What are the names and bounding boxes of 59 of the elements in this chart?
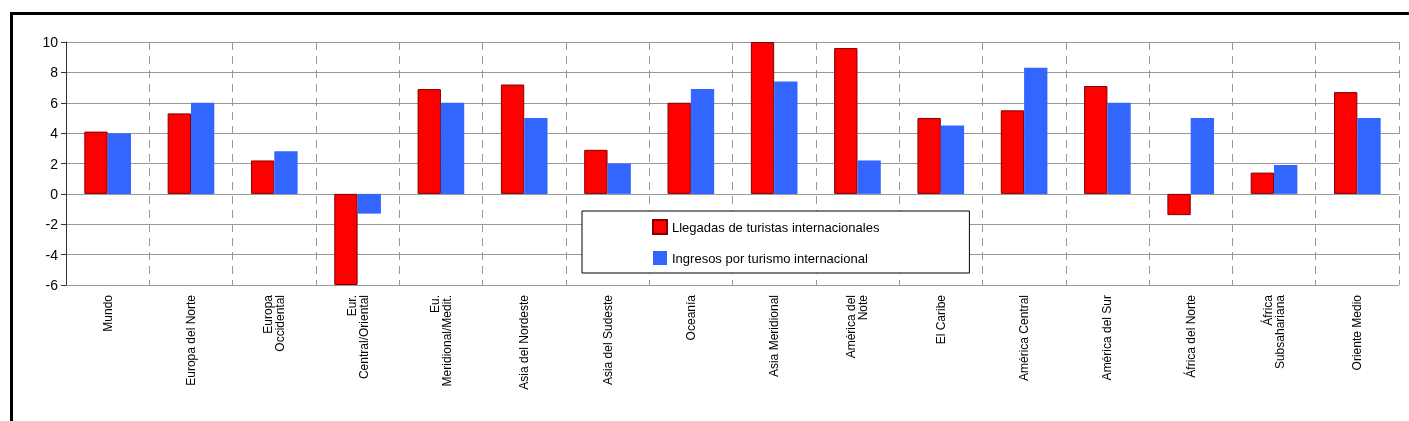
y-tick-label: 10 — [42, 34, 59, 50]
bar — [584, 149, 608, 194]
bar — [834, 48, 858, 194]
x-tick-label: Europa del Norte — [183, 294, 198, 386]
bar — [940, 125, 965, 194]
y-tick-label: 8 — [50, 64, 59, 81]
bar — [690, 89, 715, 194]
y-tick-label: 4 — [50, 125, 59, 142]
x-tick-label: Asia del Nordeste — [517, 294, 532, 390]
x-tick-label: Europa Occidental — [261, 294, 288, 352]
x-tick-label: Oceanía — [683, 294, 698, 341]
bar — [1024, 67, 1048, 194]
bar — [1274, 165, 1298, 194]
y-tick-label: -4 — [45, 246, 59, 263]
bar — [357, 193, 381, 214]
bar — [250, 160, 275, 194]
legend-label: Llegadas de turistas internacionales — [672, 219, 880, 235]
x-tick-label: América Central — [1017, 295, 1032, 382]
x-tick-label: Asia del Sudeste — [600, 294, 615, 386]
bar — [1000, 110, 1025, 194]
x-tick-label: Mundo — [100, 294, 115, 332]
bar — [1167, 193, 1191, 216]
x-tick-label: África del Norte — [1182, 294, 1198, 378]
bar — [917, 117, 941, 194]
bar — [750, 42, 775, 194]
bar — [1084, 86, 1108, 194]
bar — [190, 102, 215, 194]
bar — [1250, 172, 1275, 194]
x-tick-label: Eu. Meridional/Medit. — [427, 295, 454, 387]
x-tick-label: Asia Meridional — [767, 295, 782, 378]
y-tick-label: -6 — [45, 277, 59, 293]
bar — [500, 84, 525, 194]
bar — [667, 102, 691, 194]
bar — [1334, 92, 1358, 194]
bar — [1190, 117, 1215, 194]
x-tick-label: África Subsahariana — [1260, 294, 1288, 370]
bar — [274, 151, 298, 194]
y-tick-label: 0 — [50, 185, 59, 202]
x-tick-label: América del Sur — [1100, 295, 1115, 381]
legend-label: Ingresos por turismo internacional — [672, 250, 868, 266]
bar — [84, 131, 108, 194]
bar — [417, 89, 441, 194]
bar — [607, 163, 631, 194]
x-tick-label: Oriente Medio — [1350, 294, 1365, 371]
bar — [167, 113, 191, 194]
y-tick-label: 2 — [50, 155, 59, 172]
y-tick-label: -2 — [45, 216, 59, 233]
bar — [1107, 102, 1131, 194]
bar — [334, 193, 358, 285]
bar — [857, 160, 881, 194]
x-tick-label: Eur. Central/Oriental — [344, 295, 371, 380]
bar — [440, 102, 465, 194]
bar — [107, 133, 131, 194]
y-tick-label: 6 — [50, 94, 59, 111]
bar — [1357, 117, 1381, 194]
x-tick-label: América del Note — [844, 294, 871, 359]
x-tick-label: El Caribe — [933, 294, 948, 345]
bar — [524, 117, 548, 194]
bar — [774, 81, 798, 194]
